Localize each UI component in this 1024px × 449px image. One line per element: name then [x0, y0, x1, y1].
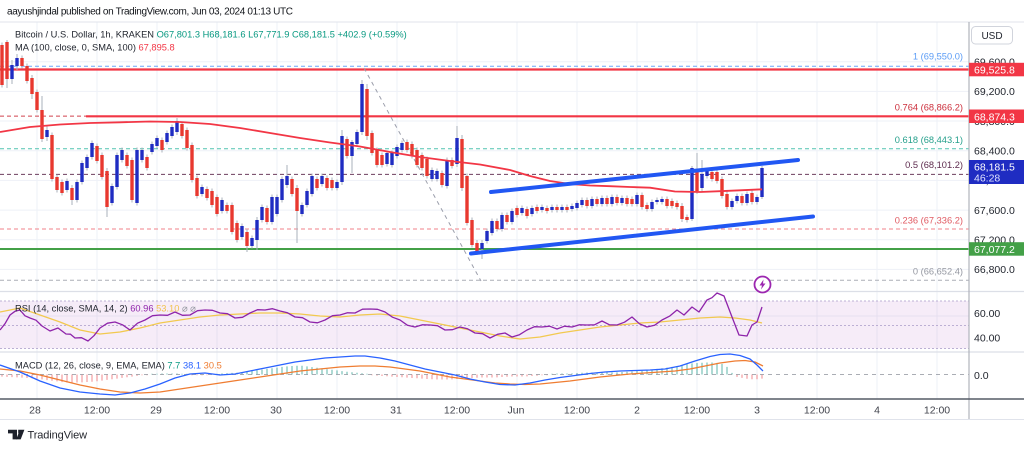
svg-text:0.618 (68,443.1): 0.618 (68,443.1) [895, 135, 963, 145]
svg-text:31: 31 [390, 405, 402, 417]
svg-text:0.764 (68,866.2): 0.764 (68,866.2) [895, 103, 963, 113]
svg-text:12:00: 12:00 [444, 405, 470, 417]
svg-text:67,600.0: 67,600.0 [974, 205, 1015, 217]
svg-text:MA (100, close, 0, SMA, 100) 6: MA (100, close, 0, SMA, 100) 67,895.8 [15, 43, 175, 53]
svg-text:0.236 (67,336.2): 0.236 (67,336.2) [895, 216, 963, 226]
svg-text:60.00: 60.00 [974, 308, 1000, 320]
svg-text:67,077.2: 67,077.2 [974, 244, 1015, 256]
svg-text:4: 4 [874, 405, 880, 417]
svg-text:66,800.0: 66,800.0 [974, 264, 1015, 276]
svg-text:12:00: 12:00 [924, 405, 950, 417]
svg-text:12:00: 12:00 [84, 405, 110, 417]
svg-text:MACD (12, 26, close, 9, EMA, E: MACD (12, 26, close, 9, EMA, EMA) 7.7 38… [15, 361, 222, 371]
svg-text:aayushjindal published on Trad: aayushjindal published on TradingView.co… [7, 7, 293, 18]
svg-text:USD: USD [981, 31, 1002, 42]
svg-text:68,874.3: 68,874.3 [974, 111, 1015, 123]
svg-text:0 (66,652.4): 0 (66,652.4) [913, 267, 963, 277]
svg-text:RSI (14, close, SMA, 14, 2) 60: RSI (14, close, SMA, 14, 2) 60.96 53.10 … [15, 304, 196, 314]
svg-text:3: 3 [754, 405, 760, 417]
svg-text:TradingView: TradingView [28, 430, 88, 442]
svg-text:68,400.0: 68,400.0 [974, 146, 1015, 158]
svg-text:68,181.5: 68,181.5 [974, 162, 1015, 174]
svg-text:30: 30 [270, 405, 282, 417]
svg-text:Bitcoin / U.S. Dollar, 1h, KRA: Bitcoin / U.S. Dollar, 1h, KRAKEN O67,80… [15, 30, 407, 40]
svg-text:12:00: 12:00 [804, 405, 830, 417]
svg-text:12:00: 12:00 [684, 405, 710, 417]
svg-text:28: 28 [29, 405, 41, 417]
svg-text:1 (69,550.0): 1 (69,550.0) [913, 52, 963, 62]
svg-text:0.5 (68,101.2): 0.5 (68,101.2) [905, 160, 963, 170]
svg-text:69,525.8: 69,525.8 [974, 65, 1015, 77]
svg-text:29: 29 [150, 405, 162, 417]
svg-text:12:00: 12:00 [324, 405, 350, 417]
svg-text:Jun: Jun [508, 405, 525, 417]
svg-text:46:28: 46:28 [974, 173, 1000, 185]
svg-text:40.00: 40.00 [974, 332, 1000, 344]
svg-text:12:00: 12:00 [204, 405, 230, 417]
svg-text:0.0: 0.0 [974, 370, 989, 382]
svg-text:69,200.0: 69,200.0 [974, 86, 1015, 98]
svg-text:2: 2 [634, 405, 640, 417]
svg-text:12:00: 12:00 [564, 405, 590, 417]
